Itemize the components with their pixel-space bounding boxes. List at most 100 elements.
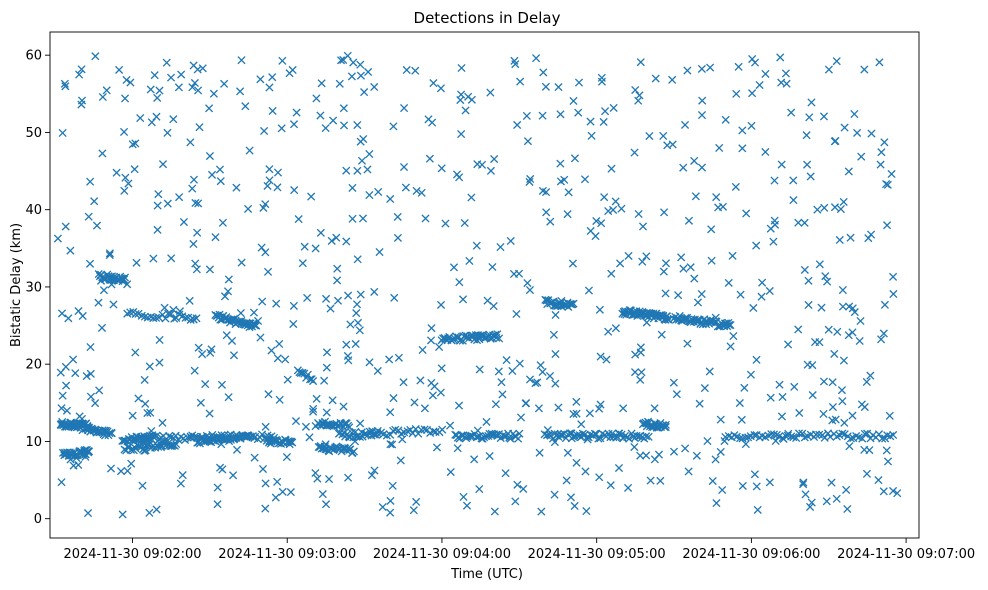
data-point-marker — [554, 403, 563, 412]
data-point-marker — [815, 430, 824, 439]
y-tick-label: 60 — [25, 49, 42, 64]
data-point-marker — [857, 152, 866, 161]
data-point-marker — [86, 177, 95, 186]
data-point-marker — [748, 54, 757, 64]
data-point-marker — [455, 173, 464, 182]
data-point-marker — [446, 421, 455, 430]
data-point-marker — [410, 398, 419, 407]
data-point-marker — [567, 434, 576, 443]
data-point-marker — [697, 64, 706, 73]
data-point-marker — [62, 381, 71, 390]
data-point-marker — [256, 333, 265, 342]
data-point-marker — [321, 440, 330, 449]
data-point-marker — [867, 129, 876, 138]
data-point-marker — [636, 343, 645, 352]
data-point-marker — [294, 215, 303, 224]
data-point-marker — [388, 440, 397, 449]
data-point-marker — [412, 186, 421, 195]
data-point-marker — [761, 69, 770, 78]
data-point-marker — [862, 377, 871, 386]
data-point-marker — [97, 323, 107, 332]
data-point-marker — [819, 409, 828, 419]
data-point-marker — [729, 332, 738, 341]
data-point-marker — [77, 65, 86, 74]
data-point-marker — [278, 56, 287, 65]
data-point-marker — [378, 502, 387, 512]
data-point-marker — [301, 422, 311, 431]
data-point-marker — [741, 433, 750, 442]
data-point-marker — [526, 174, 535, 184]
data-point-marker — [205, 265, 214, 274]
data-point-marker — [806, 172, 815, 181]
data-point-marker — [386, 496, 395, 505]
data-point-marker — [305, 433, 314, 442]
data-point-marker — [303, 293, 312, 302]
data-point-marker — [398, 435, 407, 444]
data-point-marker — [880, 300, 889, 309]
data-point-marker — [624, 251, 633, 260]
data-point-marker — [370, 82, 379, 92]
data-point-marker — [705, 367, 714, 376]
data-point-marker — [143, 408, 152, 418]
data-point-marker — [96, 276, 106, 285]
data-point-marker — [728, 251, 737, 260]
data-point-marker — [244, 431, 253, 440]
data-point-marker — [386, 194, 395, 204]
data-point-marker — [883, 221, 892, 230]
data-point-marker — [348, 183, 357, 192]
data-point-marker — [336, 56, 346, 65]
data-point-marker — [193, 65, 202, 74]
data-point-marker — [273, 354, 282, 363]
data-point-marker — [563, 448, 572, 457]
data-point-marker — [116, 467, 126, 476]
data-point-marker — [535, 448, 544, 457]
data-point-marker — [511, 60, 520, 69]
data-point-marker — [799, 480, 808, 489]
data-point-marker — [572, 409, 581, 418]
data-point-marker — [848, 411, 857, 420]
data-point-marker — [569, 299, 578, 308]
chart-title: Detections in Delay — [414, 9, 561, 27]
data-point-marker — [250, 453, 259, 462]
data-point-marker — [832, 57, 841, 66]
data-point-marker — [659, 267, 668, 276]
data-point-marker — [513, 480, 522, 489]
data-point-marker — [805, 113, 814, 122]
data-point-marker — [120, 275, 129, 284]
data-point-marker — [232, 445, 242, 454]
data-point-marker — [275, 339, 284, 348]
data-point-marker — [878, 434, 887, 443]
data-point-marker — [889, 430, 898, 440]
data-point-marker — [889, 289, 898, 299]
data-point-marker — [712, 499, 721, 508]
data-point-marker — [58, 128, 67, 137]
data-point-marker — [497, 378, 506, 387]
data-point-marker — [158, 160, 168, 169]
data-point-marker — [650, 404, 659, 413]
data-point-marker — [553, 430, 562, 439]
data-point-marker — [58, 391, 67, 400]
data-point-marker — [216, 463, 225, 472]
data-point-marker — [748, 89, 757, 98]
data-point-marker — [149, 432, 159, 442]
data-point-marker — [374, 187, 383, 197]
data-point-marker — [155, 86, 164, 95]
data-point-marker — [436, 84, 446, 93]
data-point-marker — [316, 111, 325, 120]
data-point-marker — [437, 164, 446, 173]
data-point-marker — [822, 497, 831, 506]
data-point-marker — [131, 139, 140, 148]
data-point-marker — [258, 464, 268, 474]
data-point-marker — [146, 408, 155, 417]
data-point-marker — [707, 256, 716, 265]
data-point-marker — [357, 156, 367, 165]
data-point-marker — [421, 214, 430, 223]
data-point-marker — [232, 183, 241, 192]
data-point-marker — [169, 115, 178, 124]
data-point-marker — [874, 430, 884, 439]
data-point-marker — [843, 504, 852, 514]
data-point-marker — [850, 308, 859, 317]
data-point-marker — [761, 147, 770, 157]
data-point-marker — [721, 115, 730, 124]
data-point-marker — [596, 352, 605, 361]
